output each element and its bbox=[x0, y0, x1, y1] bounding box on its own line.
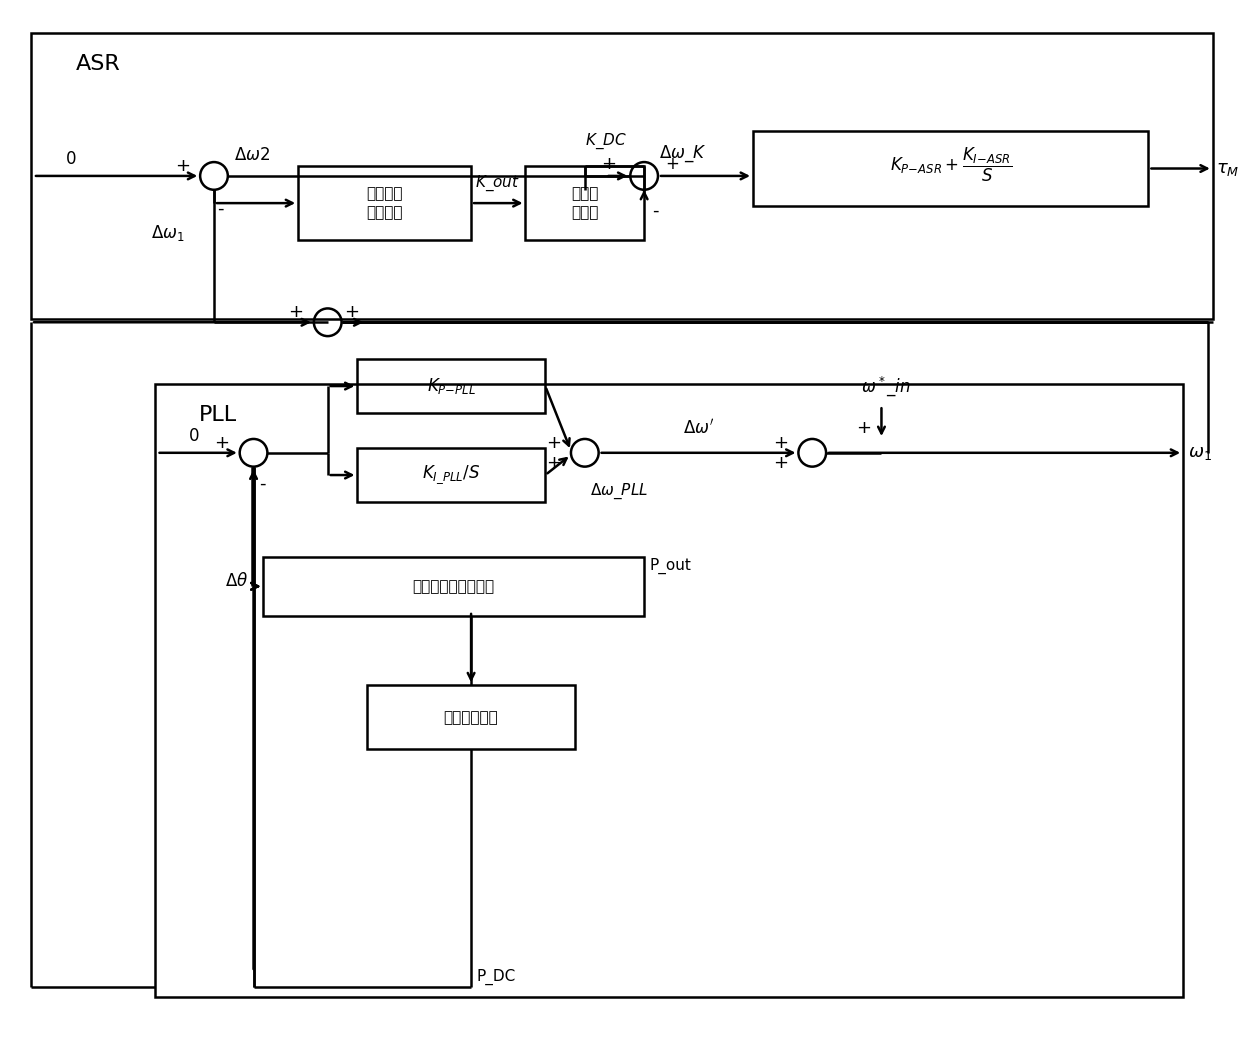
Text: 0: 0 bbox=[66, 150, 76, 168]
Text: +: + bbox=[601, 155, 616, 173]
Text: P_DC: P_DC bbox=[476, 968, 516, 985]
Text: 提取算法: 提取算法 bbox=[366, 205, 403, 221]
Bar bbox=[357, 359, 546, 414]
Text: 提取直: 提取直 bbox=[572, 185, 599, 201]
Text: $K\_DC$: $K\_DC$ bbox=[585, 132, 626, 151]
Text: ASR: ASR bbox=[76, 54, 120, 74]
Text: 流成分: 流成分 bbox=[572, 205, 599, 221]
Text: +: + bbox=[773, 453, 789, 472]
Text: +: + bbox=[856, 419, 872, 437]
Text: +: + bbox=[175, 157, 190, 175]
Text: $K_{I\_PLL}/S$: $K_{I\_PLL}/S$ bbox=[422, 464, 480, 486]
Text: $\Delta\omega'$: $\Delta\omega'$ bbox=[683, 419, 714, 438]
Text: +: + bbox=[546, 433, 560, 452]
Text: 轴误差波动滤除算法: 轴误差波动滤除算法 bbox=[413, 579, 495, 594]
Text: +: + bbox=[665, 155, 678, 173]
Text: -: - bbox=[259, 474, 265, 492]
Text: $K_{P\mathrm{-}ASR}+\dfrac{K_{I\mathrm{-}ASR}}{S}$: $K_{P\mathrm{-}ASR}+\dfrac{K_{I\mathrm{-… bbox=[889, 146, 1012, 183]
Text: 0: 0 bbox=[190, 427, 200, 445]
Text: $K_{P\mathrm{-}PLL}$: $K_{P\mathrm{-}PLL}$ bbox=[427, 376, 476, 396]
Bar bbox=[155, 383, 1183, 997]
Text: +: + bbox=[773, 433, 789, 452]
Text: $\omega^*\_in$: $\omega^*\_in$ bbox=[862, 375, 911, 399]
Bar bbox=[298, 166, 471, 240]
Text: $K\_out$: $K\_out$ bbox=[475, 174, 520, 194]
Bar bbox=[31, 32, 1213, 319]
Text: 速度波动: 速度波动 bbox=[366, 185, 403, 201]
Text: -: - bbox=[652, 202, 658, 220]
Text: $\Delta\omega\_K$: $\Delta\omega\_K$ bbox=[658, 143, 707, 164]
Text: $\Delta\omega_1$: $\Delta\omega_1$ bbox=[150, 223, 185, 243]
Text: P_out: P_out bbox=[649, 558, 691, 575]
Bar bbox=[263, 557, 644, 616]
Bar bbox=[753, 132, 1148, 205]
Bar bbox=[357, 448, 546, 503]
Text: +: + bbox=[343, 304, 358, 321]
Text: -: - bbox=[217, 200, 223, 218]
Text: PLL: PLL bbox=[200, 405, 237, 425]
Text: $\Delta\omega\_PLL$: $\Delta\omega\_PLL$ bbox=[590, 482, 647, 500]
Bar bbox=[367, 685, 575, 750]
Text: $\omega_1$: $\omega_1$ bbox=[1188, 444, 1211, 462]
Text: +: + bbox=[289, 304, 304, 321]
Bar bbox=[526, 166, 644, 240]
Text: $\Delta\omega2$: $\Delta\omega2$ bbox=[234, 146, 270, 164]
Text: 提取直流成分: 提取直流成分 bbox=[444, 710, 498, 725]
Text: +: + bbox=[546, 453, 560, 472]
Text: $\Delta\theta$: $\Delta\theta$ bbox=[226, 573, 248, 591]
Text: $\tau_M$: $\tau_M$ bbox=[1215, 159, 1239, 178]
Text: +: + bbox=[215, 433, 229, 452]
